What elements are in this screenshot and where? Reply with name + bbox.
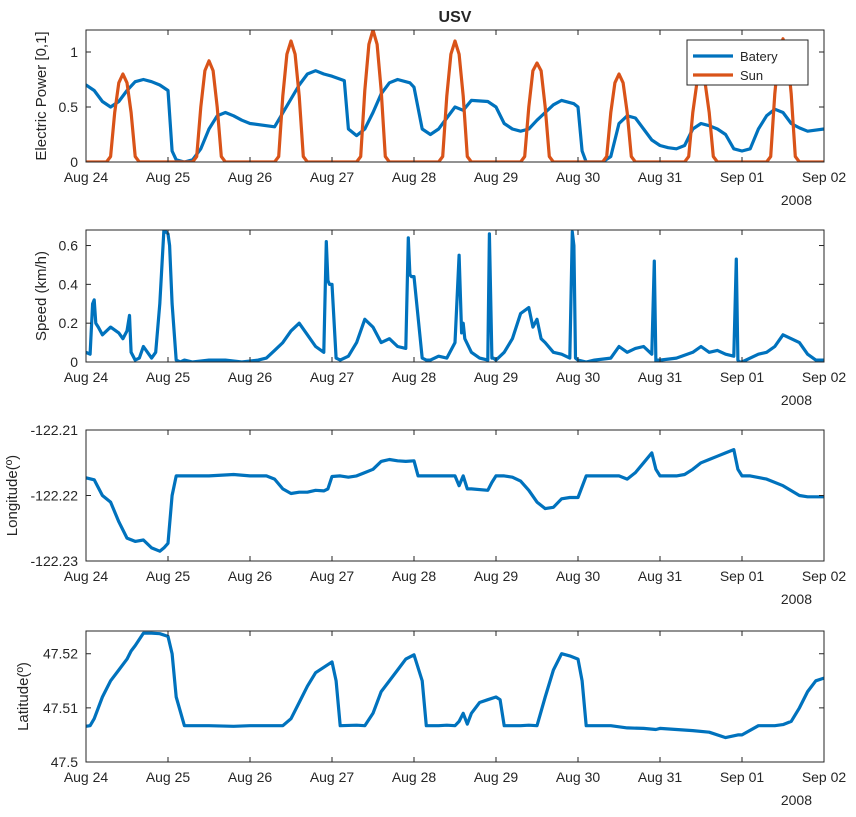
y-tick-label: 47.51 (43, 700, 78, 716)
subplot-1: Aug 24 Aug 25 Aug 26 Aug 27 Aug 28 Aug 29 Aug … (33, 29, 847, 208)
axes-box (85, 29, 825, 163)
subplot-3: Aug 24 Aug 25 Aug 26 Aug 27 Aug 28 Aug 29 Aug … (4, 422, 846, 607)
legend-label-sun: Sun (740, 68, 763, 83)
x-tick-label: Sep 01 (720, 769, 765, 785)
x-tick-label: Aug 24 (64, 169, 109, 185)
x-tick-label: Sep 01 (720, 369, 765, 385)
subplot-4: Aug 24 Aug 25 Aug 26 Aug 27 Aug 28 Aug 29 Aug … (15, 630, 847, 808)
y-axis-label: Speed (km/h) (33, 251, 50, 341)
x-tick-label: Aug 29 (474, 169, 519, 185)
y-tick-label: -122.23 (31, 553, 79, 569)
y-tick-label: 0.5 (59, 99, 79, 115)
x-tick-label: Sep 02 (802, 369, 847, 385)
x-tick-label: Aug 30 (556, 169, 601, 185)
x-tick-label: Aug 31 (638, 769, 683, 785)
subplot-2: Aug 24 Aug 25 Aug 26 Aug 27 Aug 28 Aug 29 Aug … (33, 229, 847, 408)
x-tick-label: Sep 02 (802, 169, 847, 185)
y-tick-label: 1 (70, 44, 78, 60)
x-tick-label: Sep 02 (802, 769, 847, 785)
y-axis-label: Latitude(º) (15, 662, 32, 731)
x-tick-label: Aug 31 (638, 568, 683, 584)
y-tick-label: 47.52 (43, 646, 78, 662)
x-tick-label: Aug 25 (146, 568, 191, 584)
series-line-speed (86, 230, 824, 362)
series-line-longitude (86, 448, 824, 553)
y-tick-label: 0.6 (59, 238, 79, 254)
y-tick-label: 47.5 (51, 754, 78, 770)
axes-box (85, 229, 825, 363)
y-tick-label: 0.4 (59, 276, 79, 292)
x-tick-label: Aug 30 (556, 568, 601, 584)
y-tick-label: -122.22 (31, 488, 79, 504)
x-year-label: 2008 (781, 192, 812, 208)
x-year-label: 2008 (781, 392, 812, 408)
x-tick-label: Sep 01 (720, 169, 765, 185)
x-tick-label: Aug 27 (310, 769, 355, 785)
x-tick-label: Aug 31 (638, 369, 683, 385)
x-tick-label: Aug 28 (392, 769, 437, 785)
axes-box (85, 630, 825, 763)
y-axis-label: Electric Power [0,1] (33, 31, 50, 160)
legend: Batery Sun (686, 39, 809, 86)
series-line-latitude (86, 631, 824, 740)
x-tick-label: Aug 26 (228, 169, 273, 185)
x-tick-label: Aug 28 (392, 568, 437, 584)
x-tick-label: Sep 02 (802, 568, 847, 584)
x-tick-label: Sep 01 (720, 568, 765, 584)
x-tick-label: Aug 31 (638, 169, 683, 185)
x-tick-label: Aug 27 (310, 369, 355, 385)
legend-label-batery: Batery (740, 49, 778, 64)
x-tick-label: Aug 26 (228, 568, 273, 584)
x-tick-label: Aug 29 (474, 369, 519, 385)
y-tick-label: 0 (70, 154, 78, 170)
legend-box (686, 39, 809, 86)
x-tick-label: Aug 26 (228, 769, 273, 785)
x-tick-label: Aug 27 (310, 169, 355, 185)
x-year-label: 2008 (781, 591, 812, 607)
y-tick-label: 0.2 (59, 315, 79, 331)
x-tick-label: Aug 30 (556, 369, 601, 385)
x-tick-label: Aug 28 (392, 369, 437, 385)
y-axis-label: Longitude(º) (4, 455, 21, 536)
axes-box (85, 429, 825, 562)
x-tick-label: Aug 30 (556, 769, 601, 785)
x-tick-label: Aug 27 (310, 568, 355, 584)
x-tick-label: Aug 25 (146, 169, 191, 185)
x-tick-label: Aug 26 (228, 369, 273, 385)
x-tick-label: Aug 24 (64, 568, 109, 584)
y-tick-label: 0 (70, 354, 78, 370)
x-tick-label: Aug 24 (64, 369, 109, 385)
x-year-label: 2008 (781, 792, 812, 808)
x-tick-label: Aug 29 (474, 568, 519, 584)
x-tick-label: Aug 28 (392, 169, 437, 185)
x-tick-label: Aug 24 (64, 769, 109, 785)
chart-title: USV (439, 9, 472, 26)
x-tick-label: Aug 25 (146, 369, 191, 385)
y-tick-label: -122.21 (31, 422, 79, 438)
x-tick-label: Aug 25 (146, 769, 191, 785)
x-tick-label: Aug 29 (474, 769, 519, 785)
